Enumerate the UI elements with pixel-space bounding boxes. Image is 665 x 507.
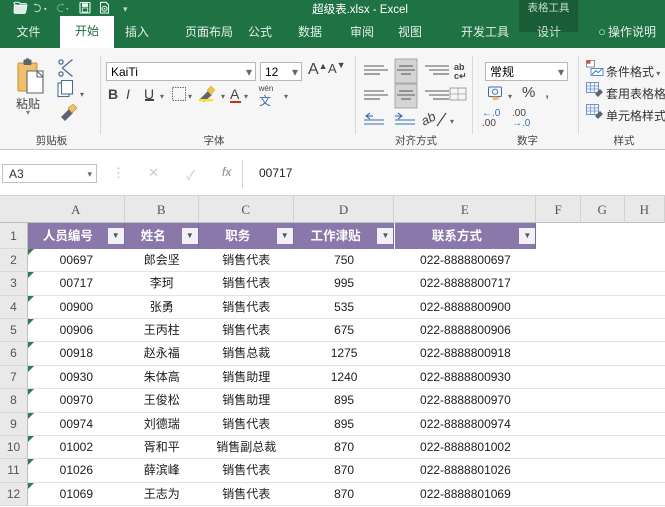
svg-text:▾: ▾ — [123, 4, 128, 14]
svg-text:▾: ▾ — [450, 117, 454, 126]
svg-text:ab: ab — [418, 109, 438, 129]
svg-text:▾: ▾ — [66, 7, 69, 12]
svg-text:▾: ▾ — [44, 7, 47, 12]
svg-text:c↵: c↵ — [454, 71, 467, 81]
